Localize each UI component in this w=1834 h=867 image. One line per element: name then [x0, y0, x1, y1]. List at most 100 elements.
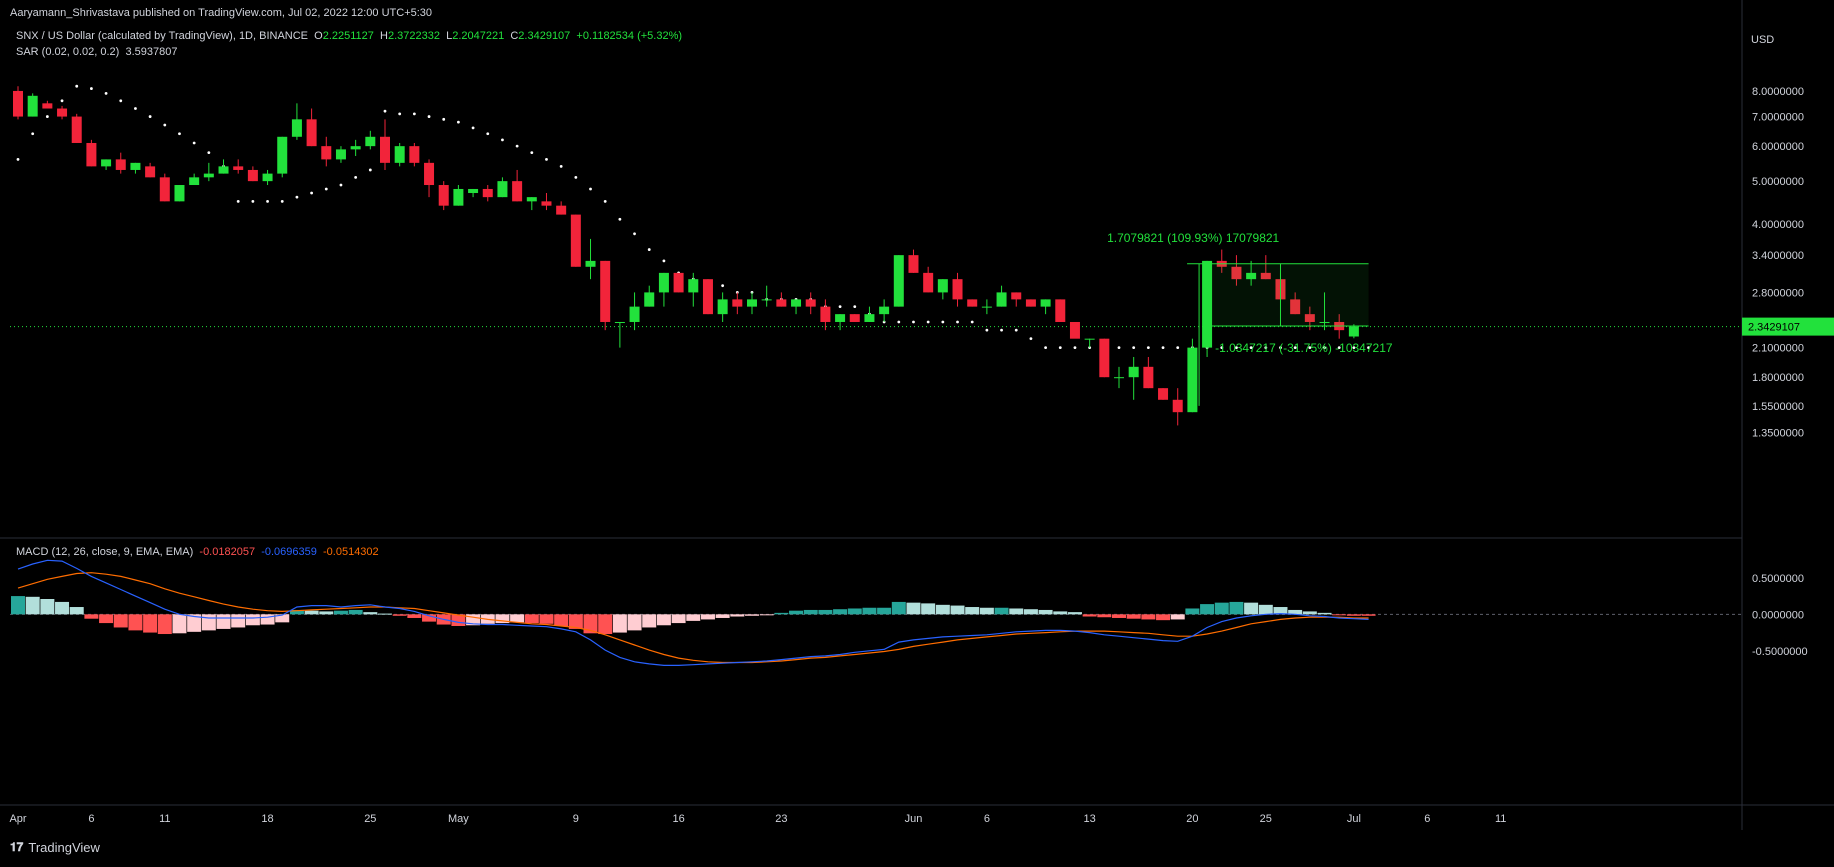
- candle-body: [761, 299, 772, 301]
- sar-dot: [1323, 346, 1326, 350]
- macd-hist-bar: [524, 614, 539, 624]
- macd-hist-bar: [642, 614, 657, 628]
- macd-line: [17, 559, 1369, 666]
- sar-dot: [310, 191, 313, 195]
- macd-hist-bar: [994, 607, 1009, 615]
- sar-dot: [721, 284, 725, 288]
- low-label: L: [446, 30, 453, 42]
- candle-body: [1348, 326, 1359, 337]
- sar-dot: [574, 175, 578, 179]
- sar-dot: [1176, 346, 1180, 350]
- macd-hist-bar: [1361, 614, 1376, 616]
- candle-body: [673, 272, 684, 293]
- sar-dot: [1029, 337, 1033, 341]
- time-tick-label: May: [448, 813, 469, 825]
- tradingview-icon: 𝟏𝟕: [10, 840, 24, 854]
- sar-dot: [31, 132, 35, 136]
- time-tick-label: 11: [1495, 813, 1506, 825]
- open-value: 2.2251127: [322, 30, 374, 42]
- candle-body: [1202, 260, 1213, 348]
- macd-legend[interactable]: MACD (12, 26, close, 9, EMA, EMA) -0.018…: [16, 546, 379, 558]
- sar-dot: [530, 151, 534, 155]
- macd-hist-bar: [55, 601, 70, 615]
- macd-hist-bar: [363, 612, 378, 615]
- macd-hist-bar: [656, 614, 671, 626]
- macd-hist-bar: [1170, 614, 1185, 620]
- candle-body: [526, 197, 537, 202]
- sar-dot: [1000, 328, 1003, 332]
- candle-body: [1055, 299, 1066, 322]
- candle-body: [145, 166, 156, 178]
- macd-hist-bar: [348, 609, 363, 615]
- candle-body: [835, 314, 846, 322]
- macd-hist-bar: [378, 613, 392, 615]
- macd-hist-bar: [1288, 609, 1303, 615]
- macd-hist-bar: [392, 614, 407, 616]
- price-tick-label: 8.0000000: [1752, 86, 1804, 98]
- sar-dot: [457, 120, 460, 124]
- macd-hist-bar: [1185, 608, 1200, 615]
- macd-hist-bar: [187, 614, 202, 632]
- candle-body: [247, 169, 258, 182]
- candle-body: [27, 95, 38, 117]
- sar-dot: [178, 132, 181, 136]
- macd-hist-bar: [789, 610, 804, 615]
- macd-hist-bar: [128, 614, 143, 631]
- time-tick-label: 25: [364, 813, 376, 825]
- last-price-badge: [1742, 317, 1834, 336]
- macd-hist-bar: [510, 614, 525, 623]
- macd-hist-bar: [1097, 614, 1112, 618]
- macd-tick-label: -0.5000000: [1752, 646, 1808, 658]
- macd-label: MACD (12, 26, close, 9, EMA, EMA): [16, 546, 194, 558]
- candle-body: [394, 146, 405, 163]
- sar-dot: [647, 248, 651, 251]
- candle-body: [277, 136, 288, 174]
- currency-label: USD: [1751, 34, 1775, 46]
- sar-dot: [1058, 346, 1062, 350]
- measure-down-label: -1.0347217 (-31.75%) -10347217: [1215, 341, 1393, 355]
- measure-annotation: 1.7079821 (109.93%) 17079821 -1.0347217 (…: [1107, 231, 1393, 406]
- sar-dot: [412, 112, 416, 116]
- candle-body: [130, 162, 141, 170]
- sar-dot: [618, 217, 622, 221]
- brand-name: TradingView: [28, 840, 100, 855]
- sar-dot: [1117, 346, 1121, 350]
- sar-dot: [501, 138, 504, 142]
- candle-body: [1011, 292, 1022, 300]
- sar-dot: [912, 320, 915, 324]
- sar-dot: [207, 151, 211, 155]
- time-tick-label: 20: [1186, 813, 1198, 825]
- macd-hist-bar: [833, 609, 848, 615]
- price-tick-label: 6.0000000: [1752, 141, 1804, 153]
- price-tick-label: 3.4000000: [1752, 250, 1804, 262]
- sar-dot: [324, 187, 328, 191]
- sar-legend[interactable]: SAR (0.02, 0.02, 0.2) 3.5937807: [16, 46, 177, 58]
- macd-hist-bar: [333, 610, 348, 615]
- sar-dot: [148, 115, 152, 118]
- macd-hist-bar: [1244, 602, 1259, 615]
- candle-body: [952, 279, 963, 300]
- candle-body: [570, 214, 581, 267]
- macd-hist-bar: [598, 614, 613, 635]
- candle-body: [203, 173, 214, 178]
- macd-hist-bar: [965, 607, 980, 615]
- macd-hist-bar: [260, 614, 275, 625]
- macd-hist-bar: [1258, 604, 1273, 615]
- candle-body: [747, 299, 757, 307]
- price-tick-label: 5.0000000: [1752, 176, 1804, 188]
- candle-body: [1040, 299, 1051, 307]
- tradingview-logo[interactable]: 𝟏𝟕 TradingView: [10, 840, 100, 855]
- candle-body: [115, 159, 126, 170]
- sar-dot: [192, 141, 196, 145]
- candle-body: [541, 201, 552, 206]
- macd-hist-bar: [495, 614, 510, 624]
- macd-hist-bar: [906, 602, 921, 615]
- sar-dot: [926, 320, 930, 324]
- sar-dot: [1044, 346, 1047, 350]
- time-tick-label: Jun: [905, 813, 923, 825]
- sar-dot: [45, 115, 49, 118]
- macd-hist-bar: [451, 614, 466, 626]
- symbol-title[interactable]: SNX / US Dollar (calculated by TradingVi…: [16, 30, 309, 42]
- macd-hist-bar: [275, 614, 290, 623]
